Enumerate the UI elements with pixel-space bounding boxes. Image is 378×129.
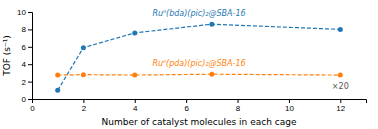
x-tick-mark bbox=[83, 99, 84, 103]
point bbox=[81, 72, 86, 77]
annotation: ×20 bbox=[332, 82, 349, 91]
series-line bbox=[58, 74, 341, 76]
x-tick-mark bbox=[238, 99, 239, 103]
x-tick-label: 2 bbox=[82, 104, 87, 113]
point bbox=[338, 73, 343, 78]
series-line bbox=[58, 24, 341, 90]
x-tick: 12 bbox=[336, 99, 345, 113]
x-axis-title: Number of catalyst molecules in each cag… bbox=[102, 117, 297, 127]
y-tick: 2 bbox=[22, 78, 32, 87]
x-tick-mark bbox=[340, 99, 341, 103]
y-axis: 0 2 4 6 8 10 bbox=[17, 8, 32, 104]
point bbox=[81, 45, 86, 50]
y-tick: 6 bbox=[22, 43, 32, 52]
chart: 0 2 4 6 8 10 12 0 2 4 6 8 10 Ruᴵᴵ(bda)(pic)₂@SBA-16 Ru… bbox=[0, 0, 378, 129]
point bbox=[55, 88, 60, 93]
x-tick-mark bbox=[135, 99, 136, 103]
x-tick-label: 12 bbox=[336, 104, 345, 113]
y-tick-label: 10 bbox=[17, 8, 26, 17]
y-tick-mark bbox=[28, 29, 32, 30]
y-tick-mark bbox=[28, 99, 32, 100]
x-axis-line bbox=[33, 100, 367, 104]
point bbox=[209, 72, 214, 77]
plot: 0 2 4 6 8 10 12 0 2 4 6 8 10 Ruᴵᴵ(bda)(pic)₂@SBA-16 Ru… bbox=[17, 8, 366, 113]
x-tick: 10 bbox=[285, 99, 294, 113]
y-tick-mark bbox=[28, 64, 32, 65]
y-tick-label: 2 bbox=[22, 78, 27, 87]
x-tick: 6 bbox=[184, 99, 189, 113]
point bbox=[338, 27, 343, 32]
point bbox=[132, 30, 137, 35]
x-tick: 2 bbox=[82, 99, 87, 113]
y-axis-title: TOF (s⁻¹) bbox=[2, 35, 12, 77]
y-tick: 8 bbox=[22, 25, 32, 34]
x-tick: 0 bbox=[30, 99, 35, 113]
marks bbox=[55, 22, 343, 93]
y-tick-mark bbox=[28, 47, 32, 48]
x-tick-label: 8 bbox=[236, 104, 241, 113]
y-tick-label: 6 bbox=[22, 43, 27, 52]
x-tick-label: 0 bbox=[30, 104, 35, 113]
x-axis: 0 2 4 6 8 10 12 bbox=[30, 99, 366, 113]
y-tick-mark bbox=[28, 82, 32, 83]
y-tick: 4 bbox=[22, 60, 32, 69]
point bbox=[55, 73, 60, 78]
y-tick-mark bbox=[28, 12, 32, 13]
x-tick-label: 10 bbox=[285, 104, 294, 113]
series-label: Ruᴵᴵ(pda)(pic)₂@SBA-16 bbox=[152, 59, 245, 68]
x-tick: 4 bbox=[133, 99, 138, 113]
x-tick: 8 bbox=[236, 99, 241, 113]
y-axis-line bbox=[28, 13, 33, 100]
y-tick-label: 8 bbox=[22, 25, 27, 34]
series-label: Ruᴵᴵ(bda)(pic)₂@SBA-16 bbox=[152, 9, 245, 18]
x-tick-label: 4 bbox=[133, 104, 138, 113]
x-tick-mark bbox=[186, 99, 187, 103]
y-tick: 10 bbox=[17, 8, 32, 17]
y-tick-label: 0 bbox=[22, 95, 27, 104]
x-tick-mark bbox=[289, 99, 290, 103]
point bbox=[209, 22, 214, 27]
point bbox=[132, 73, 137, 78]
y-tick-label: 4 bbox=[22, 60, 27, 69]
y-tick: 0 bbox=[22, 95, 32, 104]
x-tick-label: 6 bbox=[184, 104, 189, 113]
